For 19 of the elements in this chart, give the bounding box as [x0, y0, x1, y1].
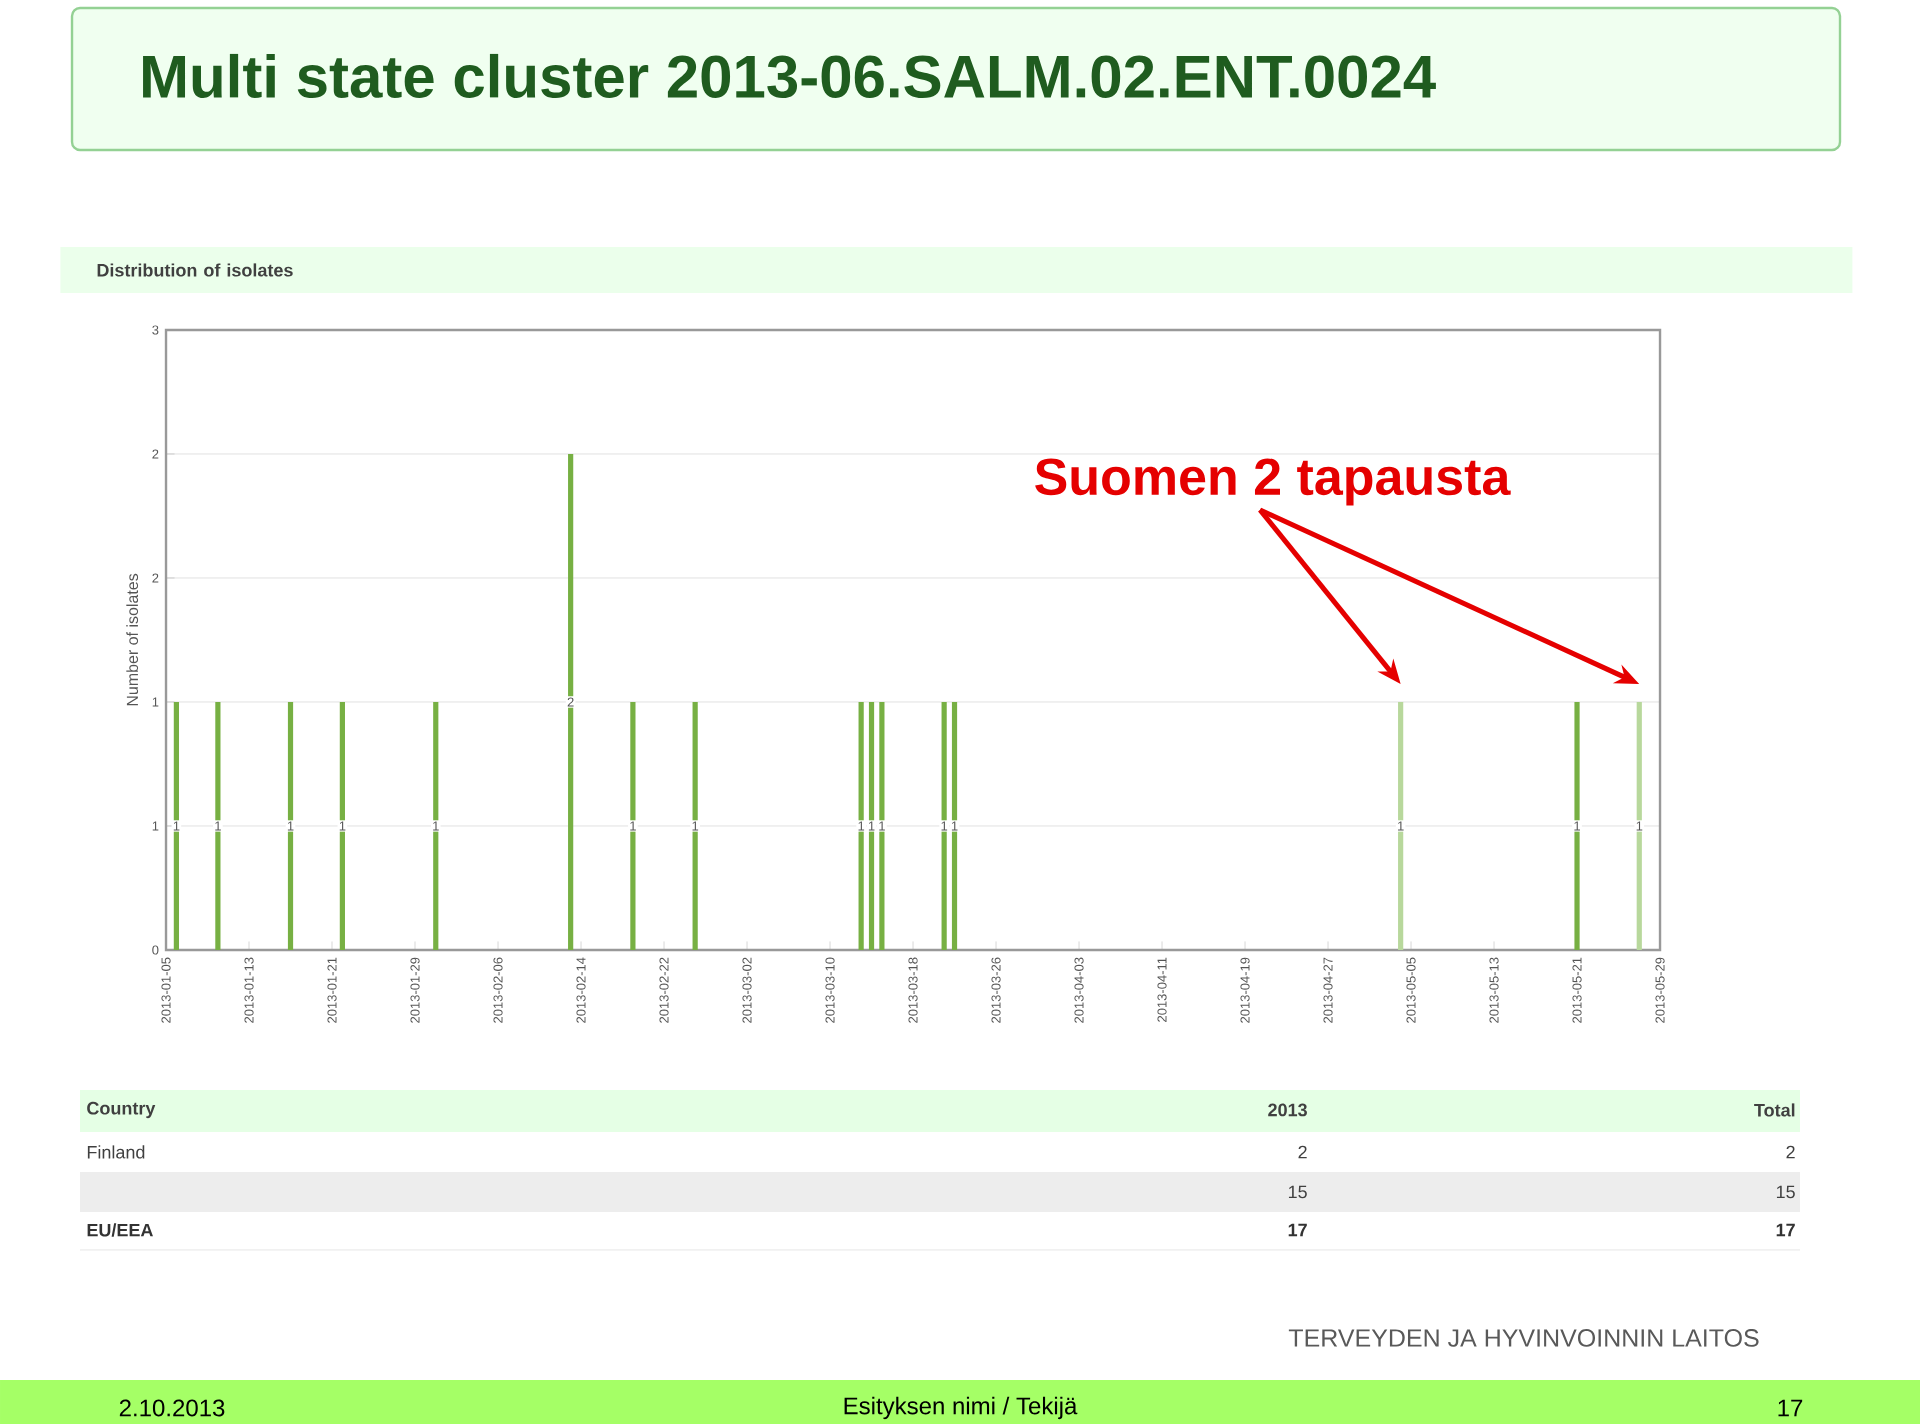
text: 2013: [1268, 1103, 1307, 1117]
text: Country: [87, 1101, 156, 1119]
text: Esityksen nimi / Tekijä: [844, 1396, 1078, 1420]
chart-title: Multi state cluster 2013-06.SALM.02.ENT.0024: [143, 53, 1436, 99]
text: 15: [1776, 1185, 1795, 1199]
text: 17: [1776, 1223, 1795, 1237]
text: 17: [1288, 1223, 1307, 1237]
chart-subtitle: Distribution of isolates: [97, 263, 293, 277]
text: EU/EEA: [87, 1223, 153, 1237]
y-axis-title: Number of isolates: [126, 573, 139, 706]
text: 15: [1288, 1185, 1307, 1199]
text: 2: [1298, 1145, 1307, 1159]
text: 2: [1786, 1145, 1795, 1159]
text: 2.10.2013: [119, 1399, 225, 1417]
text: Total: [1754, 1103, 1795, 1117]
annotation: Suomen 2 tapausta: [1035, 458, 1511, 506]
text: Finland: [87, 1145, 145, 1159]
text: 17: [1778, 1399, 1803, 1417]
text: TERVEYDEN JA HYVINVOINNIN LAITOS: [1288, 1329, 1759, 1347]
